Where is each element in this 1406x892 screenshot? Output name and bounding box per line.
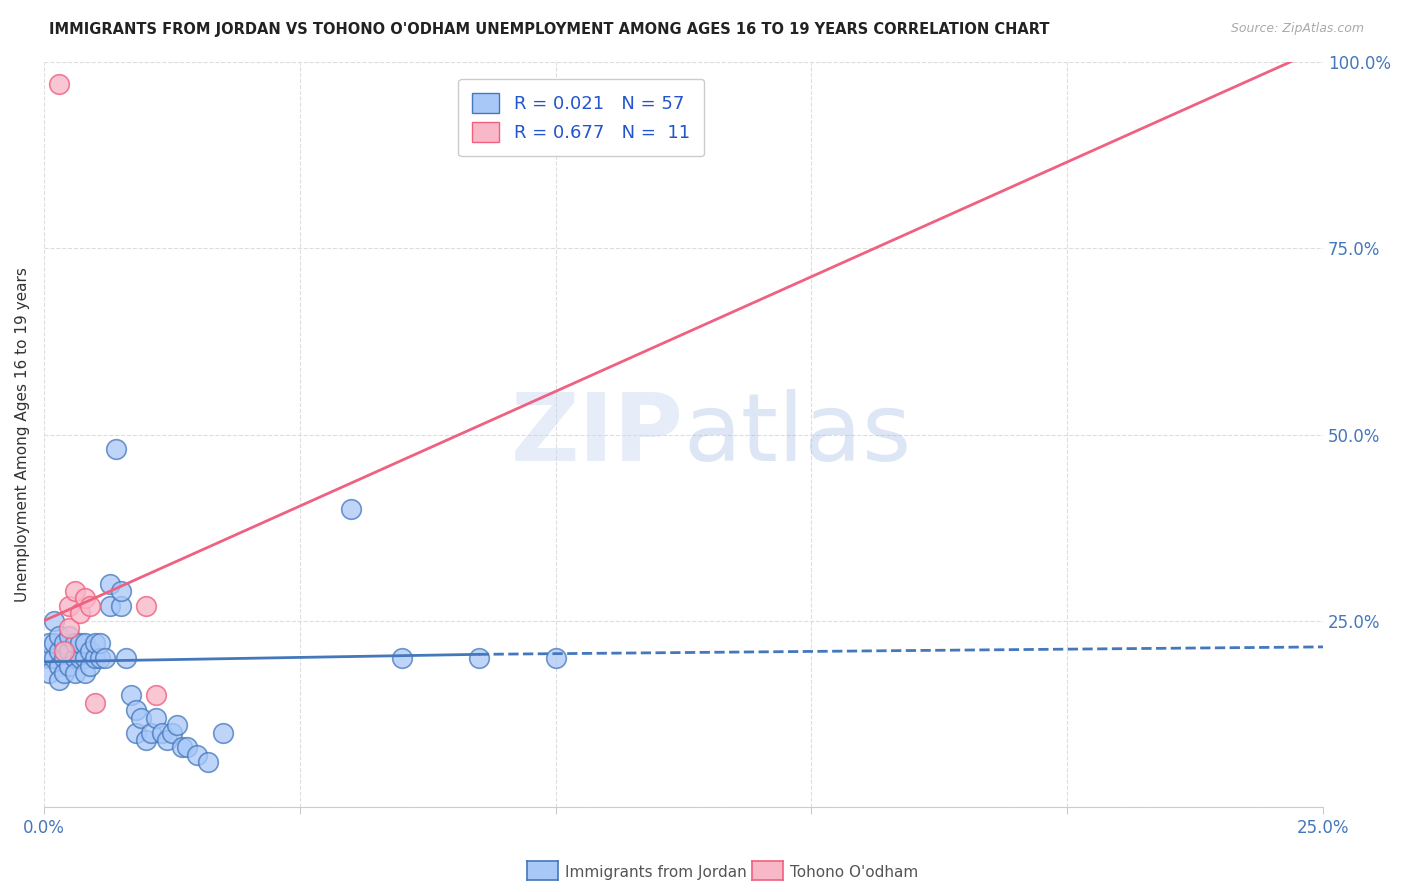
- Point: [69, 651, 91, 665]
- Point: [84, 636, 107, 650]
- Point: [156, 733, 179, 747]
- Point: [73, 636, 96, 650]
- Point: [129, 711, 152, 725]
- Point: [79, 643, 101, 657]
- Point: [58, 658, 80, 673]
- Point: [69, 636, 91, 650]
- Point: [186, 747, 208, 762]
- Point: [42, 636, 65, 650]
- Point: [104, 442, 127, 457]
- Point: [468, 651, 491, 665]
- Point: [38, 636, 60, 650]
- Point: [53, 636, 76, 650]
- Point: [100, 576, 122, 591]
- Point: [63, 651, 86, 665]
- Point: [120, 689, 142, 703]
- Y-axis label: Unemployment Among Ages 16 to 19 years: Unemployment Among Ages 16 to 19 years: [15, 268, 30, 602]
- Point: [48, 643, 70, 657]
- Point: [89, 651, 111, 665]
- Point: [160, 725, 183, 739]
- Point: [170, 740, 193, 755]
- Point: [48, 629, 70, 643]
- Point: [58, 599, 80, 613]
- Point: [145, 689, 167, 703]
- Point: [58, 643, 80, 657]
- Point: [135, 733, 157, 747]
- Point: [42, 614, 65, 628]
- Point: [69, 607, 91, 621]
- Point: [58, 621, 80, 635]
- Point: [63, 665, 86, 680]
- Point: [63, 584, 86, 599]
- Point: [110, 599, 132, 613]
- Point: [84, 696, 107, 710]
- Text: ZIP: ZIP: [510, 389, 683, 481]
- Text: atlas: atlas: [683, 389, 911, 481]
- Point: [63, 636, 86, 650]
- Point: [145, 711, 167, 725]
- Point: [73, 591, 96, 606]
- Point: [48, 658, 70, 673]
- Point: [166, 718, 188, 732]
- Point: [141, 725, 163, 739]
- Point: [100, 599, 122, 613]
- Text: Immigrants from Jordan: Immigrants from Jordan: [565, 865, 747, 880]
- Point: [125, 703, 148, 717]
- Point: [391, 651, 413, 665]
- Point: [48, 78, 70, 92]
- Point: [84, 651, 107, 665]
- Point: [53, 643, 76, 657]
- Point: [53, 651, 76, 665]
- Point: [212, 725, 235, 739]
- Text: IMMIGRANTS FROM JORDAN VS TOHONO O'ODHAM UNEMPLOYMENT AMONG AGES 16 TO 19 YEARS : IMMIGRANTS FROM JORDAN VS TOHONO O'ODHAM…: [49, 22, 1050, 37]
- Point: [79, 599, 101, 613]
- Point: [42, 651, 65, 665]
- Point: [114, 651, 136, 665]
- Point: [340, 502, 363, 516]
- Point: [38, 665, 60, 680]
- Point: [58, 629, 80, 643]
- Point: [125, 725, 148, 739]
- Point: [73, 665, 96, 680]
- Point: [48, 673, 70, 688]
- Point: [544, 651, 567, 665]
- Point: [150, 725, 173, 739]
- Point: [53, 665, 76, 680]
- Point: [135, 599, 157, 613]
- Text: Source: ZipAtlas.com: Source: ZipAtlas.com: [1230, 22, 1364, 36]
- Legend: R = 0.021   N = 57, R = 0.677   N =  11: R = 0.021 N = 57, R = 0.677 N = 11: [458, 78, 704, 156]
- Point: [79, 658, 101, 673]
- Point: [73, 651, 96, 665]
- Text: Tohono O'odham: Tohono O'odham: [790, 865, 918, 880]
- Point: [110, 584, 132, 599]
- Point: [197, 756, 219, 770]
- Point: [176, 740, 198, 755]
- Point: [89, 636, 111, 650]
- Point: [94, 651, 117, 665]
- Point: [38, 651, 60, 665]
